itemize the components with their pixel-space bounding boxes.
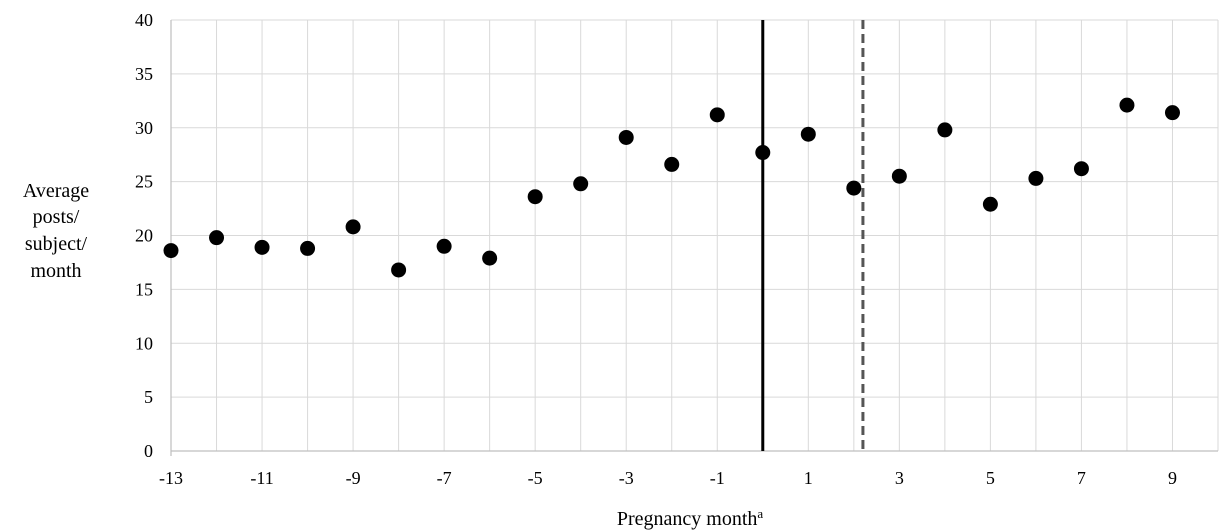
x-axis-title: Pregnancy montha: [617, 506, 764, 530]
x-tick-label: -11: [250, 468, 273, 488]
gridlines: [171, 19, 1219, 451]
data-point: [163, 243, 179, 259]
y-tick-label: 25: [135, 172, 153, 192]
x-tick-label: 3: [895, 468, 904, 488]
data-point: [254, 239, 270, 255]
x-tick-label: 7: [1077, 468, 1086, 488]
x-tick-label: -1: [710, 468, 725, 488]
x-tick-label: 5: [986, 468, 995, 488]
data-point: [391, 262, 407, 278]
data-point: [436, 238, 452, 254]
x-tick-label: 9: [1168, 468, 1177, 488]
data-point: [300, 240, 316, 256]
data-point: [618, 129, 634, 145]
axes: [170, 20, 1218, 456]
x-axis-title-text: Pregnancy month: [617, 508, 758, 530]
data-point: [1073, 161, 1089, 177]
y-axis-label-line-3: subject/: [24, 233, 88, 255]
data-point: [345, 219, 361, 235]
data-points: [163, 97, 1180, 278]
x-tick-label: -9: [346, 468, 361, 488]
x-tick-label: 1: [804, 468, 813, 488]
y-tick-label: 10: [135, 333, 153, 353]
x-tick-label: -3: [619, 468, 634, 488]
y-axis-label-line-1: Average: [22, 180, 90, 202]
data-point: [1119, 97, 1135, 113]
data-point: [664, 156, 680, 172]
data-point: [1164, 105, 1180, 121]
y-axis-label-line-2: posts/: [32, 206, 80, 228]
data-point: [982, 196, 998, 212]
y-tick-label: 30: [135, 118, 153, 138]
data-point: [937, 122, 953, 138]
y-tick-label: 20: [135, 226, 153, 246]
data-point: [527, 189, 543, 205]
data-point: [573, 176, 589, 192]
data-point: [800, 126, 816, 142]
y-tick-label: 5: [144, 387, 153, 407]
data-point: [891, 168, 907, 184]
y-tick-label: 40: [135, 10, 153, 30]
data-point: [846, 180, 862, 196]
data-point: [1028, 170, 1044, 186]
data-point: [709, 107, 725, 123]
x-tick-label: -5: [528, 468, 543, 488]
x-axis-title-superscript: a: [757, 506, 763, 521]
data-point: [755, 145, 771, 161]
x-tick-label: -13: [159, 468, 183, 488]
y-tick-label: 35: [135, 64, 153, 84]
y-tick-label: 0: [144, 441, 153, 461]
data-point: [482, 250, 498, 266]
reference-lines: [761, 20, 865, 451]
y-axis-label-line-4: month: [30, 260, 82, 282]
x-tick-label: -7: [437, 468, 452, 488]
y-tick-label: 15: [135, 279, 153, 299]
data-point: [209, 230, 225, 246]
